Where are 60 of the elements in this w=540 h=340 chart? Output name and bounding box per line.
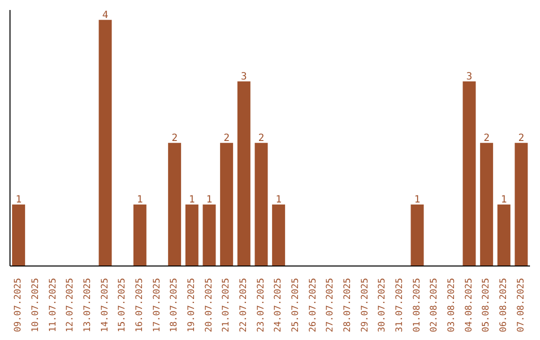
x-tick-label: 24.07.2025 <box>274 278 284 332</box>
bar <box>202 204 216 266</box>
bar <box>133 204 146 266</box>
x-tick-label: 26.07.2025 <box>308 278 318 332</box>
x-tick-label: 05.08.2025 <box>482 278 492 332</box>
data-label: 1 <box>276 194 282 206</box>
x-tick-label: 23.07.2025 <box>256 278 266 332</box>
x-tick-label: 15.07.2025 <box>118 278 128 332</box>
x-tick-label: 20.07.2025 <box>204 278 214 332</box>
bar <box>272 204 286 266</box>
x-tick-label: 28.07.2025 <box>343 278 353 332</box>
bar <box>497 204 510 266</box>
data-label: 1 <box>16 194 22 206</box>
x-tick-label: 19.07.2025 <box>187 278 197 332</box>
data-label: 1 <box>206 194 212 206</box>
bar <box>168 142 182 266</box>
x-tick-label: 25.07.2025 <box>291 278 301 332</box>
bar <box>185 204 198 266</box>
data-label: 3 <box>240 71 247 82</box>
x-tick-label: 17.07.2025 <box>152 278 162 332</box>
x-tick-label: 14.07.2025 <box>100 278 110 332</box>
data-label: 4 <box>102 10 108 21</box>
bar <box>514 142 528 266</box>
x-tick-label: 21.07.2025 <box>222 278 232 332</box>
bar <box>480 142 494 266</box>
x-tick-label: 06.08.2025 <box>499 278 509 332</box>
data-label: 2 <box>258 132 264 144</box>
x-tick-label: 02.08.2025 <box>430 278 440 332</box>
x-tick-label: 27.07.2025 <box>326 278 336 332</box>
data-label: 1 <box>188 194 195 206</box>
bar <box>410 204 424 266</box>
bar <box>220 142 234 266</box>
data-label: 1 <box>136 194 143 206</box>
bar <box>12 204 26 266</box>
x-tick-label: 07.08.2025 <box>516 278 526 332</box>
x-tick-label: 22.07.2025 <box>239 278 249 332</box>
x-tick-label: 31.07.2025 <box>395 278 405 332</box>
data-label: 1 <box>500 194 507 206</box>
bar <box>237 81 250 266</box>
x-tick-label: 13.07.2025 <box>83 278 93 332</box>
x-tick-label: 03.08.2025 <box>447 278 457 332</box>
x-tick-label: 11.07.2025 <box>48 278 58 332</box>
data-label: 2 <box>224 132 230 144</box>
x-tick-label: 09.07.2025 <box>14 278 24 332</box>
x-tick-label: 10.07.2025 <box>31 278 41 332</box>
data-label: 2 <box>518 132 524 144</box>
x-tick-label: 29.07.2025 <box>360 278 370 332</box>
bar <box>462 81 476 266</box>
data-label: 1 <box>414 194 420 206</box>
x-tick-label: 04.08.2025 <box>464 278 474 332</box>
data-label: 2 <box>172 132 178 144</box>
bar <box>254 142 268 266</box>
data-label: 2 <box>484 132 490 144</box>
bar <box>98 20 112 266</box>
x-tick-label: 12.07.2025 <box>66 278 76 332</box>
x-tick-label: 01.08.2025 <box>412 278 422 332</box>
data-label: 3 <box>466 71 472 82</box>
x-tick-label: 18.07.2025 <box>170 278 180 332</box>
x-tick-label: 16.07.2025 <box>135 278 145 332</box>
x-tick-label: 30.07.2025 <box>378 278 388 332</box>
